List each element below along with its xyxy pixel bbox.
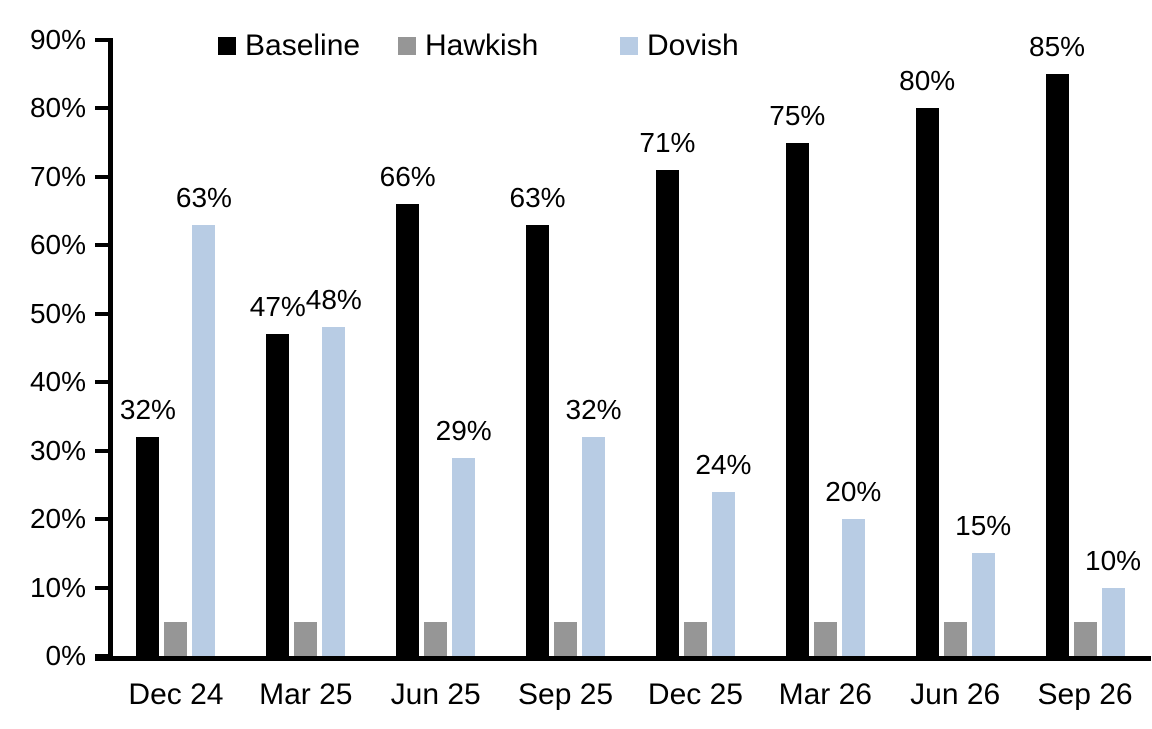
- x-axis-label-sep-26: Sep 26: [1037, 678, 1133, 711]
- x-axis-label-dec-25: Dec 25: [647, 678, 743, 711]
- y-tick-label: 50%: [29, 297, 86, 329]
- y-tick: [95, 517, 109, 522]
- x-axis-line: [95, 656, 1151, 661]
- legend-swatch-baseline: [218, 37, 236, 55]
- data-label-baseline-sep-25: 63%: [509, 181, 566, 213]
- data-label-dovish-mar-26: 20%: [825, 476, 882, 508]
- bar-baseline-mar-26: [785, 142, 809, 656]
- data-label-baseline-dec-24: 32%: [119, 393, 176, 425]
- y-tick-label: 70%: [29, 160, 86, 192]
- y-tick: [95, 448, 109, 453]
- x-axis-label-jun-25: Jun 25: [390, 678, 481, 711]
- legend-label-hawkish: Hawkish: [425, 29, 539, 62]
- legend-item-hawkish: Hawkish: [398, 28, 538, 64]
- bar-dovish-sep-25: [582, 436, 606, 656]
- bar-hawkish-mar-25: [294, 621, 318, 656]
- bar-baseline-sep-26: [1045, 74, 1069, 656]
- y-tick-label: 20%: [29, 503, 86, 535]
- bar-dovish-jun-25: [452, 457, 476, 656]
- y-tick-label: 0%: [45, 640, 86, 671]
- y-tick-label: 40%: [29, 366, 86, 398]
- y-axis-line: [108, 38, 113, 661]
- legend-label-dovish: Dovish: [647, 29, 739, 62]
- data-label-dovish-jun-26: 15%: [955, 510, 1012, 542]
- y-tick: [95, 311, 109, 316]
- data-label-dovish-sep-25: 32%: [565, 393, 622, 425]
- bar-baseline-mar-25: [266, 334, 290, 656]
- bar-dovish-jun-26: [971, 553, 995, 656]
- y-tick-label: 10%: [29, 571, 86, 603]
- bar-dovish-mar-25: [322, 327, 346, 656]
- bar-baseline-jun-25: [396, 204, 420, 656]
- data-label-dovish-jun-25: 29%: [435, 414, 492, 446]
- plot-area: 32% 63% 47% 48% 66% 29% 63% 32% 71% 24% 75% 20% 80% 1…: [111, 31, 1150, 656]
- data-label-baseline-jun-25: 66%: [379, 161, 436, 193]
- legend-swatch-dovish: [620, 37, 638, 55]
- y-tick-label: 30%: [29, 434, 86, 466]
- bar-baseline-jun-26: [915, 108, 939, 656]
- bar-hawkish-dec-25: [683, 621, 707, 656]
- y-tick: [95, 174, 109, 179]
- bar-hawkish-mar-26: [813, 621, 837, 656]
- data-label-dovish-dec-24: 63%: [175, 181, 232, 213]
- bar-hawkish-jun-26: [943, 621, 967, 656]
- x-axis-label-jun-26: Jun 26: [910, 678, 1001, 711]
- y-tick-label: 80%: [29, 92, 86, 124]
- y-tick: [95, 380, 109, 385]
- data-label-baseline-sep-26: 85%: [1029, 31, 1086, 63]
- data-label-baseline-mar-25: 47%: [249, 291, 306, 323]
- bar-hawkish-jun-25: [424, 621, 448, 656]
- y-tick: [95, 585, 109, 590]
- data-label-baseline-mar-26: 75%: [769, 99, 826, 131]
- x-axis-label-mar-26: Mar 26: [778, 678, 872, 711]
- bar-hawkish-sep-25: [554, 621, 578, 656]
- bar-dovish-mar-26: [841, 519, 865, 656]
- x-axis-label-mar-25: Mar 25: [259, 678, 353, 711]
- bar-baseline-dec-25: [655, 170, 679, 656]
- y-tick: [95, 654, 109, 658]
- bar-dovish-sep-26: [1101, 587, 1125, 656]
- data-label-baseline-jun-26: 80%: [899, 65, 956, 97]
- data-label-dovish-sep-26: 10%: [1085, 544, 1142, 576]
- bar-baseline-dec-24: [136, 436, 160, 656]
- bar-dovish-dec-24: [192, 224, 216, 656]
- bar-baseline-sep-25: [526, 224, 550, 656]
- legend-label-baseline: Baseline: [245, 29, 361, 62]
- legend-swatch-hawkish: [398, 37, 416, 55]
- data-label-dovish-mar-25: 48%: [305, 284, 362, 316]
- y-tick-label: 60%: [29, 229, 86, 261]
- y-tick: [95, 106, 109, 111]
- y-tick: [95, 38, 109, 42]
- data-label-baseline-dec-25: 71%: [639, 127, 696, 159]
- bar-hawkish-sep-26: [1073, 621, 1097, 656]
- bar-hawkish-dec-24: [164, 621, 188, 656]
- x-axis-label-sep-25: Sep 25: [518, 678, 614, 711]
- data-label-dovish-dec-25: 24%: [695, 448, 752, 480]
- x-axis-label-dec-24: Dec 24: [128, 678, 224, 711]
- bar-dovish-dec-25: [711, 491, 735, 656]
- y-tick: [95, 243, 109, 248]
- legend-item-baseline: Baseline: [218, 28, 360, 64]
- legend-item-dovish: Dovish: [620, 28, 739, 64]
- y-tick-label: 90%: [29, 24, 86, 55]
